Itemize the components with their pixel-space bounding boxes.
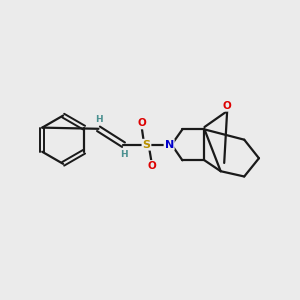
Text: O: O: [147, 161, 156, 171]
Text: O: O: [137, 118, 146, 128]
Text: H: H: [120, 150, 128, 159]
Text: H: H: [95, 115, 103, 124]
Text: O: O: [223, 101, 232, 111]
Text: N: N: [164, 140, 174, 150]
Text: S: S: [142, 140, 151, 150]
